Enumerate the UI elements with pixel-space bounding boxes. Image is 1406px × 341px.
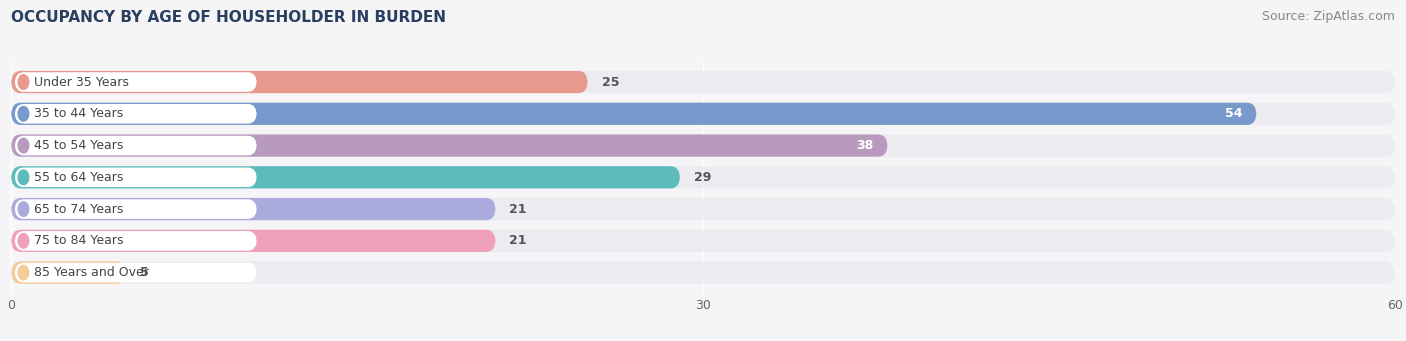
Text: 35 to 44 Years: 35 to 44 Years (34, 107, 124, 120)
FancyBboxPatch shape (11, 230, 1395, 252)
Text: Under 35 Years: Under 35 Years (34, 75, 129, 89)
FancyBboxPatch shape (11, 262, 127, 284)
FancyBboxPatch shape (11, 103, 1257, 125)
Text: 21: 21 (509, 203, 527, 216)
Text: 38: 38 (856, 139, 873, 152)
FancyBboxPatch shape (11, 166, 681, 189)
FancyBboxPatch shape (11, 262, 1395, 284)
Text: 45 to 54 Years: 45 to 54 Years (34, 139, 124, 152)
FancyBboxPatch shape (11, 134, 887, 157)
Circle shape (18, 75, 28, 89)
FancyBboxPatch shape (11, 166, 1395, 189)
Circle shape (18, 265, 28, 280)
Text: OCCUPANCY BY AGE OF HOUSEHOLDER IN BURDEN: OCCUPANCY BY AGE OF HOUSEHOLDER IN BURDE… (11, 10, 446, 25)
Text: 55 to 64 Years: 55 to 64 Years (34, 171, 124, 184)
FancyBboxPatch shape (11, 71, 1395, 93)
FancyBboxPatch shape (14, 231, 257, 251)
Circle shape (18, 106, 28, 121)
Text: Source: ZipAtlas.com: Source: ZipAtlas.com (1261, 10, 1395, 23)
Circle shape (18, 138, 28, 153)
FancyBboxPatch shape (14, 72, 257, 92)
FancyBboxPatch shape (14, 263, 257, 282)
Circle shape (18, 170, 28, 184)
Text: 65 to 74 Years: 65 to 74 Years (34, 203, 124, 216)
FancyBboxPatch shape (11, 134, 1395, 157)
FancyBboxPatch shape (14, 104, 257, 123)
FancyBboxPatch shape (14, 136, 257, 155)
FancyBboxPatch shape (14, 199, 257, 219)
Text: 21: 21 (509, 234, 527, 247)
FancyBboxPatch shape (11, 230, 495, 252)
FancyBboxPatch shape (11, 198, 1395, 220)
Circle shape (18, 202, 28, 217)
Circle shape (18, 234, 28, 248)
FancyBboxPatch shape (11, 198, 495, 220)
FancyBboxPatch shape (14, 167, 257, 187)
Text: 25: 25 (602, 75, 619, 89)
FancyBboxPatch shape (11, 103, 1395, 125)
Text: 29: 29 (693, 171, 711, 184)
Text: 75 to 84 Years: 75 to 84 Years (34, 234, 124, 247)
Text: 5: 5 (141, 266, 149, 279)
Text: 85 Years and Over: 85 Years and Over (34, 266, 149, 279)
FancyBboxPatch shape (11, 71, 588, 93)
Text: 54: 54 (1225, 107, 1243, 120)
